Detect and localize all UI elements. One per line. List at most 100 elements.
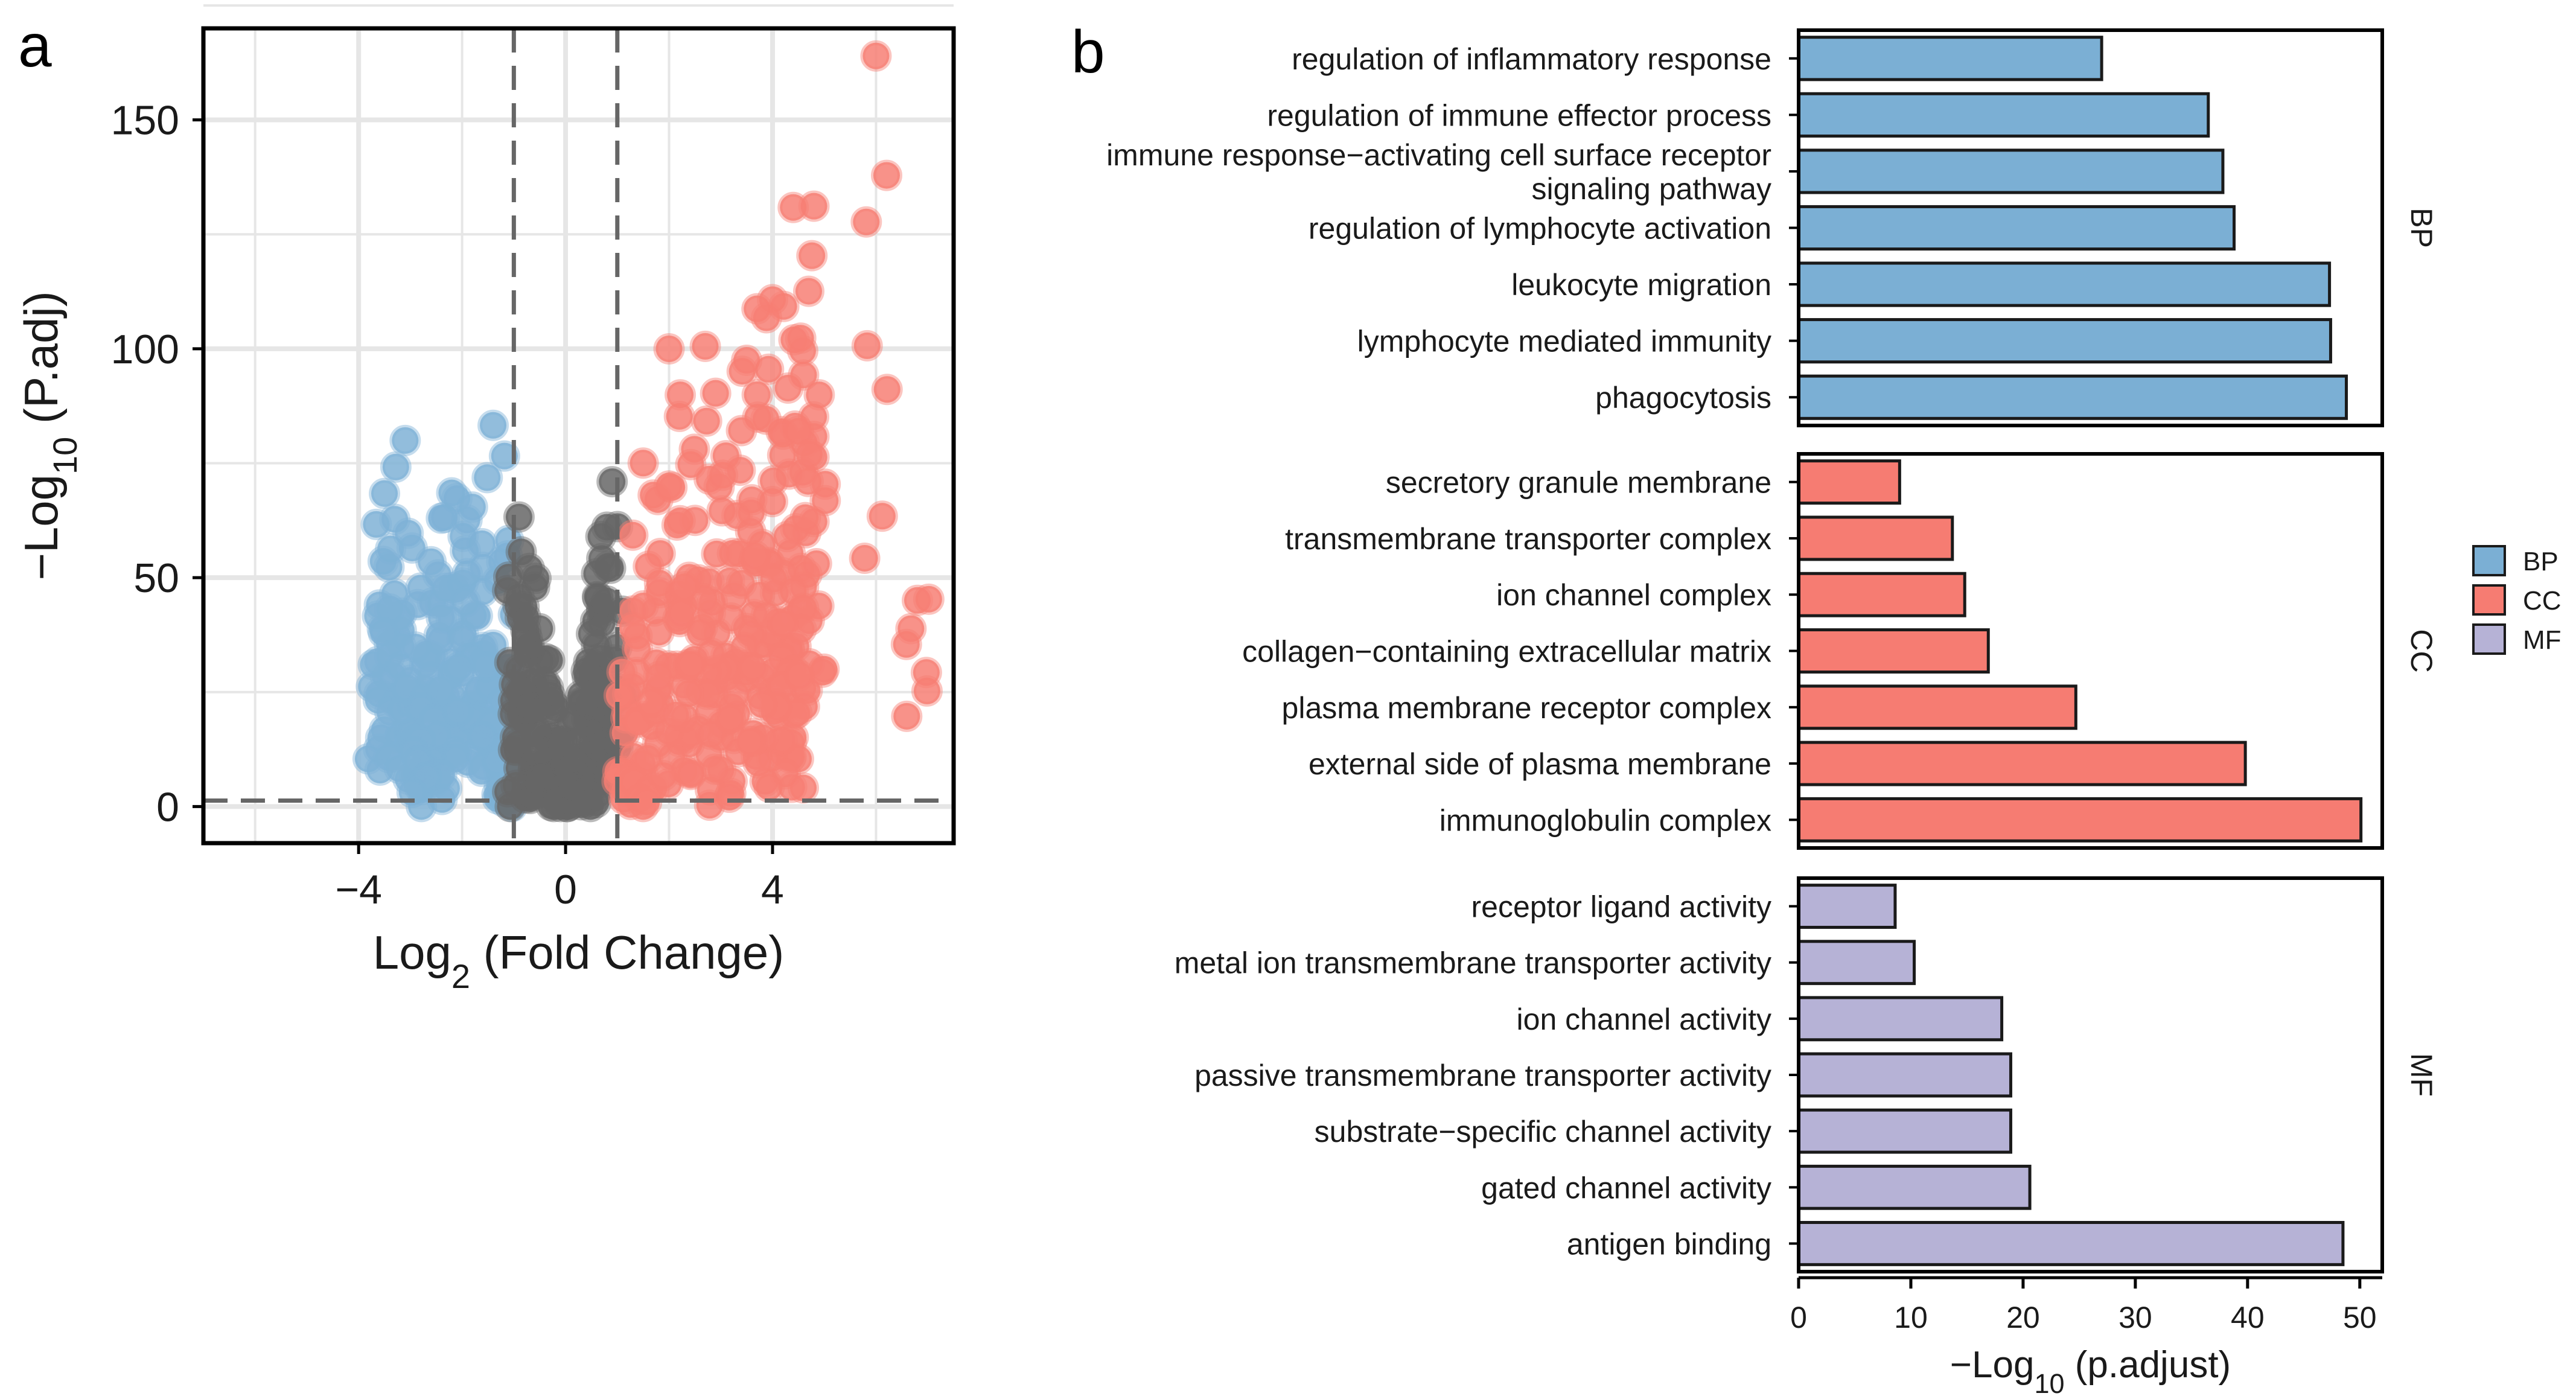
facet-frame [1797,452,2384,850]
down-point [400,631,432,663]
up-point [653,470,685,502]
up-point [796,240,828,272]
bar [1797,148,2225,194]
bar [1797,515,1954,561]
volcano-frame [201,26,956,846]
down-point [450,586,482,618]
x-axis-title: −Log10 (p.adjust) [1950,1344,2231,1399]
threshold-lines [203,28,954,843]
up-point [695,718,727,750]
bar [1797,374,2348,420]
category-label: lymphocyte mediated immunity [1357,325,1771,359]
up-point [665,598,697,629]
up-point [787,772,819,804]
bar [1797,940,1916,986]
up-point [647,760,679,792]
down-point [392,517,424,549]
up-point [890,628,922,660]
category-label: metal ion transmembrane transporter acti… [1175,946,1771,980]
x-tick-label: 30 [2119,1301,2152,1334]
legend-swatch [2472,584,2506,616]
down-point [389,424,421,456]
up-point [737,651,769,683]
down-point [451,558,483,590]
category-label: immune response−activating cell surface … [1106,138,1771,172]
facet-cc: secretory granule membrane transmembrane … [1242,452,2438,850]
category-label: plasma membrane receptor complex [1282,691,1771,725]
up-point [660,699,692,731]
volcano-plot: −4 0 4 0 50 100 150 Log2 (Fold Change) −Log10 (P… [14,4,956,995]
category-label: leukocyte migration [1511,268,1771,302]
bar [1797,1221,2345,1266]
down-point [471,462,503,494]
up-point [643,661,675,693]
up-point [753,771,785,803]
legend-swatch [2472,545,2506,576]
y-tick-label: 50 [133,555,179,601]
bar [1797,741,2247,786]
x-tick-label: 4 [761,867,784,913]
facet-bp: regulation of inflammatory response regul… [1106,28,2438,427]
up-point [700,377,732,409]
category-label: substrate−specific channel activity [1315,1115,1771,1149]
up-point [772,372,804,404]
bar-x-axis: 0 10 20 30 40 50 −Log10 (p.adjust) [1790,1276,2382,1399]
up-point [785,322,817,354]
x-tick-label: 40 [2231,1301,2265,1334]
bar [1797,996,2004,1042]
bar [1797,318,2332,364]
bar [1797,261,2332,307]
category-label: receptor ligand activity [1471,890,1771,924]
up-point [792,275,824,307]
down-point [443,651,475,683]
up-point [789,502,821,534]
up-point [714,703,746,735]
facet-strip-label: MF [2405,1053,2438,1097]
volcano-points [352,40,945,823]
down-point [456,491,488,523]
down-point [442,696,474,728]
up-point [669,571,701,603]
not_significant-point [535,789,567,821]
category-label: antigen binding [1567,1227,1771,1261]
category-label: ion channel activity [1517,1002,1771,1036]
category-label: external side of plasma membrane [1309,747,1771,781]
legend: BP CC MF [2472,545,2562,655]
up-point [707,459,739,491]
category-label: passive transmembrane transporter activi… [1194,1059,1771,1092]
up-point [792,465,824,497]
up-point [675,648,707,680]
x-axis-title: Log2 (Fold Change) [373,926,785,995]
x-tick-label: 10 [1894,1301,1928,1334]
legend-label: MF [2523,625,2562,655]
down-point [466,527,498,559]
x-tick-label: 0 [1790,1301,1807,1334]
up-point [734,725,766,757]
up-point [616,611,648,643]
x-tick-label: −4 [335,867,382,913]
legend-label: CC [2523,586,2562,616]
up-point [913,583,945,615]
category-label: collagen−containing extracellular matrix [1242,635,1771,669]
up-point [635,687,667,719]
up-point [866,500,898,532]
category-label: gated channel activity [1481,1171,1771,1205]
up-point [860,40,892,72]
not_significant-point [581,629,613,661]
up-point [741,293,773,325]
legend-label: BP [2523,547,2558,576]
down-point [369,477,401,509]
category-label: transmembrane transporter complex [1285,522,1771,556]
up-point [675,759,707,791]
up-point [782,415,814,447]
not_significant-point [592,550,624,582]
not_significant-point [596,466,628,498]
not_significant-point [523,763,555,795]
facet-strip-label: CC [2405,629,2438,672]
category-label: immunoglobulin complex [1439,803,1771,837]
go-bar-chart: regulation of inflammatory response regul… [1106,28,2562,1399]
up-point [871,374,903,406]
up-point [688,582,720,614]
not_significant-point [494,646,526,678]
